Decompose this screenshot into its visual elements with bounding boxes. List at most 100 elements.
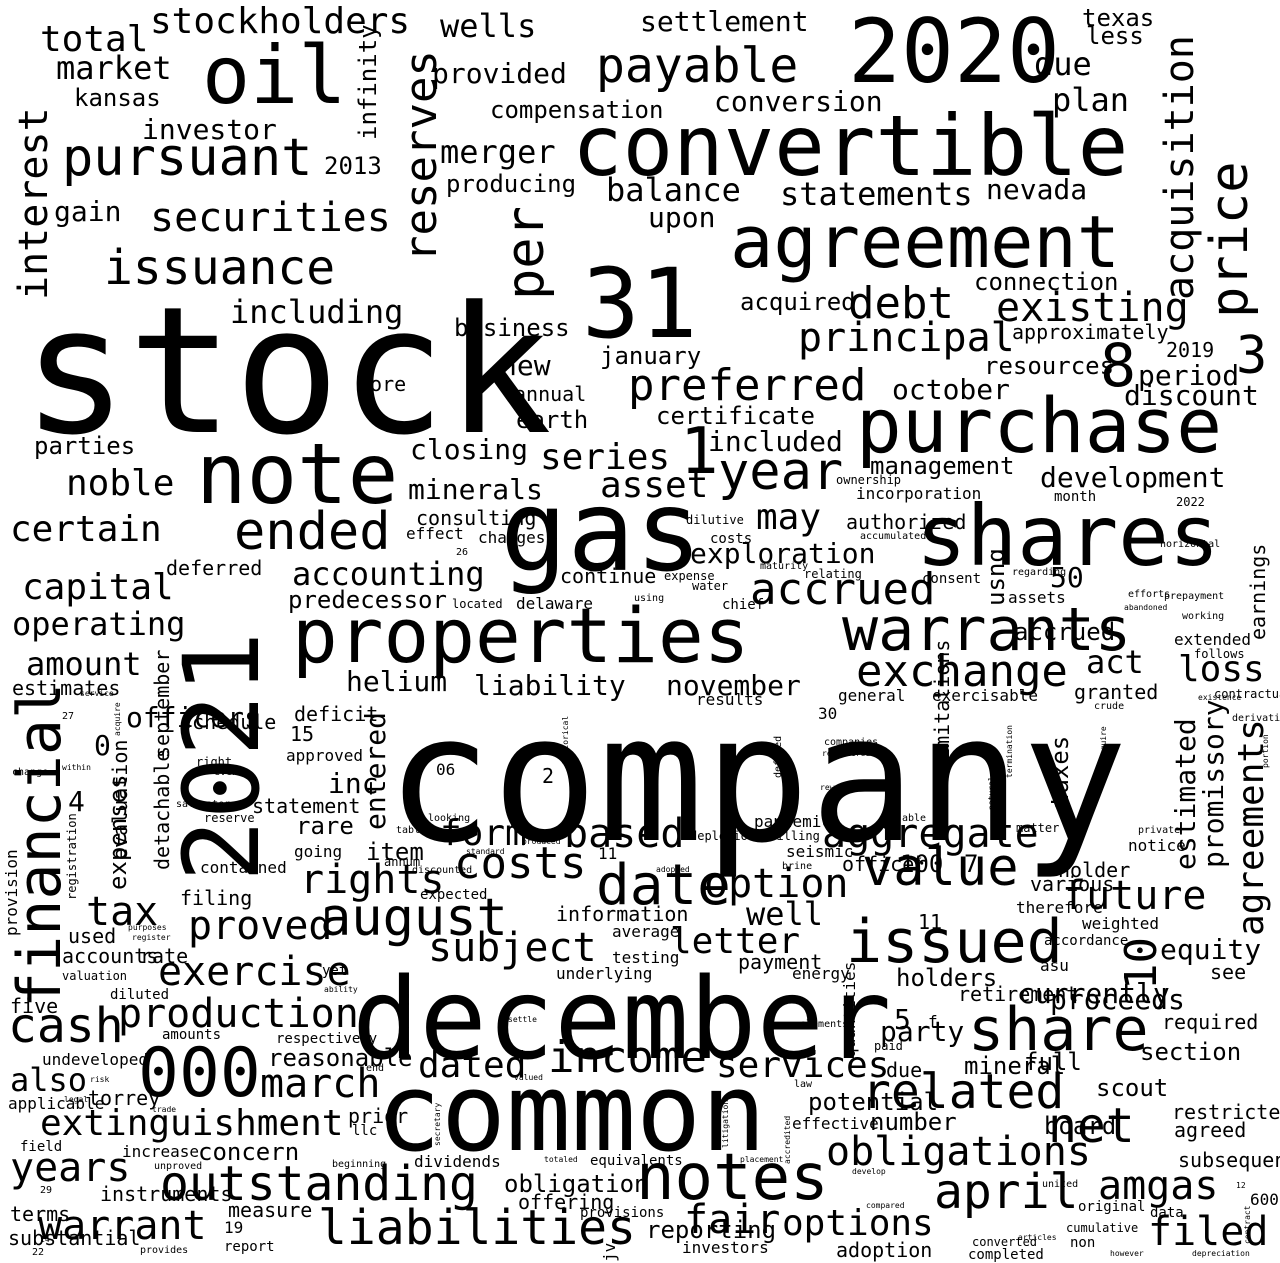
word-offering: obligation <box>504 1170 649 1198</box>
word-year: year <box>718 442 844 502</box>
word-4: 0 <box>94 729 111 762</box>
word-within: change <box>12 767 49 778</box>
word-party: quantities <box>840 961 859 1058</box>
word-usng: accrued <box>1014 618 1116 646</box>
word-officers: exercisable <box>932 686 1038 705</box>
word-able: rework <box>820 783 849 792</box>
word-less: less <box>1086 22 1144 50</box>
word-working: efforts <box>1128 589 1171 600</box>
word-form: form <box>440 813 527 854</box>
word-limitations: matter <box>1016 821 1060 835</box>
word-valued: end <box>366 1063 385 1074</box>
word-purchased: articles <box>1018 1233 1057 1242</box>
word-contained: saltwater <box>176 799 231 810</box>
word-secretary: trade <box>152 1105 177 1114</box>
word-50: usng <box>982 548 1010 606</box>
word-well: well <box>746 895 824 933</box>
word-average: information <box>556 902 689 926</box>
word-noble: noble <box>66 463 175 504</box>
word-prior: potential <box>808 1088 939 1116</box>
word-provisions: offering <box>518 1190 615 1214</box>
word-texas: texas <box>1082 4 1155 32</box>
word-abandoned: working <box>1182 611 1225 622</box>
word-located: water <box>692 579 729 593</box>
word-contractual: follows <box>1194 647 1245 661</box>
word-14: 29 <box>40 1185 53 1196</box>
word-2: 4 <box>68 785 85 818</box>
word-gross: defined <box>773 735 784 778</box>
word-totaled: united <box>1042 1179 1079 1190</box>
word-united: compared <box>866 1201 905 1210</box>
word-discount: discount <box>1124 379 1259 412</box>
word-require: termination <box>1005 725 1014 778</box>
word-filing: events <box>214 767 251 778</box>
word-acquired: acquired <box>740 288 856 316</box>
word-financial: financial <box>5 682 75 1008</box>
word-basis: taxes <box>1046 735 1074 808</box>
word-extinguishment: extinguishment <box>40 1103 344 1144</box>
word-stock: stock <box>22 269 552 474</box>
word-full: see <box>1210 960 1247 984</box>
word-plan: plan <box>1052 81 1130 119</box>
word-100: officer <box>842 852 927 876</box>
word-month: 26 <box>456 547 469 558</box>
word-market: market <box>56 49 172 87</box>
word-adoption: provisions <box>580 1205 665 1221</box>
word-provided: provided <box>432 57 567 90</box>
word-retirement: proceeds <box>1050 983 1185 1016</box>
word-officer: 11 <box>918 910 943 934</box>
word-future: future <box>1062 873 1207 919</box>
word-gain: gain <box>54 195 122 228</box>
word-06: 30 <box>818 704 838 723</box>
word-energy: payment <box>738 950 823 974</box>
word-conversion: conversion <box>714 85 883 118</box>
word-pursuant: pursuant <box>62 128 313 188</box>
word-currently: asu <box>1040 956 1069 975</box>
word-exchange: exchange <box>856 646 1068 697</box>
word-scout: llc <box>352 1123 378 1139</box>
word-also: also <box>10 1061 88 1099</box>
word-converted: completed <box>968 1247 1044 1263</box>
word-number: board <box>1044 1112 1117 1140</box>
word-applicable: undeveloped <box>42 1050 148 1069</box>
word-due: due <box>1034 45 1092 83</box>
word-right: one <box>430 738 459 757</box>
word-produced: table <box>396 825 427 836</box>
word-gas: gas <box>500 467 703 597</box>
word-table: looking <box>428 813 471 824</box>
word-quantities: paid <box>874 1039 903 1053</box>
word-filed: filed <box>1148 1209 1269 1255</box>
word-statement: statement <box>252 794 361 818</box>
word-notes: notes <box>636 1141 829 1215</box>
word-llc: prior <box>348 1104 409 1128</box>
word-depreciation: provides <box>140 1245 189 1256</box>
word-asu: retirement <box>958 982 1079 1006</box>
word-expense: continue <box>560 564 657 588</box>
word-19: substantial <box>8 1226 141 1250</box>
word-defined: require <box>1099 726 1108 760</box>
word-years: years <box>10 1145 131 1191</box>
word-letter: letter <box>670 921 801 962</box>
word-nevada: nevada <box>986 173 1088 206</box>
word-services: services <box>716 1045 890 1086</box>
word-dilutive: costs <box>710 531 753 547</box>
word-five: used <box>68 924 117 948</box>
word-purposes: valuation <box>62 969 128 983</box>
word-rare: rare <box>296 812 354 840</box>
word-litigation: secretary <box>433 1102 442 1146</box>
word-obligation: dividends <box>414 1152 501 1171</box>
word-kansas: kansas <box>74 84 161 112</box>
word-registration: provision <box>2 849 21 936</box>
word-subsequent: cumulative <box>1066 1221 1139 1235</box>
word-2019: 2019 <box>1166 338 1215 362</box>
word-substantial: terms <box>10 1202 71 1226</box>
word-0: officers <box>126 701 261 734</box>
word-various: accordance <box>1044 933 1129 949</box>
word-restricted: agreed <box>1174 1118 1247 1142</box>
word-information: expected <box>420 887 488 903</box>
word-companies: portion <box>1261 734 1270 768</box>
word-minerals: minerals <box>408 473 543 506</box>
word-2022: authorized <box>846 510 967 534</box>
word-april: april <box>934 1164 1079 1220</box>
word-approximately: approximately <box>1012 320 1169 344</box>
